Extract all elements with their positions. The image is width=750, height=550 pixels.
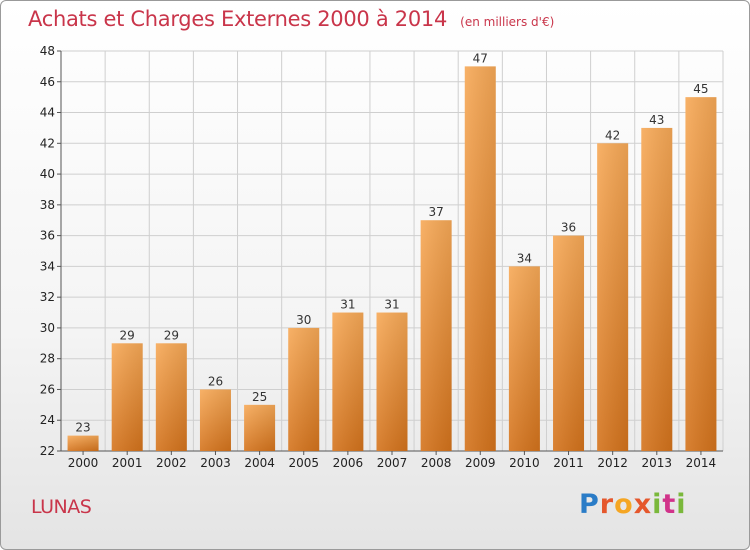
y-tick-label: 40 xyxy=(40,167,55,181)
y-tick-label: 30 xyxy=(40,321,55,335)
data-label: 42 xyxy=(605,128,620,142)
x-tick-label: 2004 xyxy=(244,456,275,470)
bar-2003[interactable] xyxy=(199,389,231,451)
bar-2009[interactable] xyxy=(464,66,496,451)
y-tick-label: 42 xyxy=(40,136,55,150)
logo-letter: i xyxy=(652,489,663,520)
data-label: 36 xyxy=(561,221,576,235)
data-label: 45 xyxy=(693,82,708,96)
bar-2011[interactable] xyxy=(553,235,585,451)
data-label: 43 xyxy=(649,113,664,127)
data-label: 30 xyxy=(296,313,311,327)
data-label: 23 xyxy=(75,421,90,435)
data-label: 47 xyxy=(473,51,488,65)
y-tick-label: 24 xyxy=(40,413,55,427)
x-tick-label: 2014 xyxy=(686,456,717,470)
bar-2001[interactable] xyxy=(111,343,143,451)
data-label: 31 xyxy=(340,298,355,312)
logo-letter: i xyxy=(676,489,687,520)
x-tick-label: 2002 xyxy=(156,456,187,470)
x-tick-label: 2003 xyxy=(200,456,231,470)
bar-2006[interactable] xyxy=(332,312,364,451)
x-tick-label: 2006 xyxy=(333,456,364,470)
bars xyxy=(67,66,717,452)
x-tick-label: 2011 xyxy=(553,456,584,470)
y-tick-label: 44 xyxy=(40,106,55,120)
y-tick-label: 48 xyxy=(40,44,55,58)
logo-letter: r xyxy=(599,489,615,520)
data-label: 25 xyxy=(252,390,267,404)
title-row: Achats et Charges Externes 2000 à 2014 (… xyxy=(28,7,554,31)
x-tick-label: 2010 xyxy=(509,456,540,470)
bar-2005[interactable] xyxy=(288,327,320,451)
logo-letter: x xyxy=(633,489,653,520)
data-label: 37 xyxy=(428,205,443,219)
y-tick-label: 26 xyxy=(40,382,55,396)
y-tick-label: 36 xyxy=(40,229,55,243)
bar-2008[interactable] xyxy=(420,220,452,451)
x-tick-label: 2008 xyxy=(421,456,452,470)
data-label: 26 xyxy=(208,374,223,388)
bar-2004[interactable] xyxy=(244,404,276,451)
x-tick-label: 2000 xyxy=(68,456,99,470)
data-label: 29 xyxy=(120,328,135,342)
y-tick-label: 46 xyxy=(40,75,55,89)
chart-subtitle: (en milliers d'€) xyxy=(460,15,555,29)
x-tick-label: 2001 xyxy=(112,456,143,470)
bar-2014[interactable] xyxy=(685,97,717,452)
chart-title: Achats et Charges Externes 2000 à 2014 xyxy=(28,7,448,31)
proxiti-logo[interactable]: Proxiti xyxy=(579,489,687,520)
x-tick-label: 2005 xyxy=(288,456,319,470)
x-tick-label: 2013 xyxy=(642,456,673,470)
data-labels: 23 29 29 26 25 30 31 31 37 47 34 36 42 43 45 xyxy=(75,51,708,434)
axes: 22 24 26 28 30 32 34 36 38 40 42 44 46 48 2000 2001 2002… xyxy=(40,44,723,470)
y-tick-label: 28 xyxy=(40,352,55,366)
bar-2013[interactable] xyxy=(641,127,673,451)
bar-2010[interactable] xyxy=(508,266,540,451)
data-label: 34 xyxy=(517,251,532,265)
logo-letter: o xyxy=(614,489,634,520)
bar-2002[interactable] xyxy=(155,343,187,451)
y-tick-label: 34 xyxy=(40,259,55,273)
x-tick-label: 2012 xyxy=(597,456,628,470)
y-tick-label: 22 xyxy=(40,444,55,458)
y-tick-label: 38 xyxy=(40,198,55,212)
x-tick-label: 2007 xyxy=(377,456,408,470)
place-name: LUNAS xyxy=(31,496,92,518)
logo-letter: P xyxy=(579,489,600,520)
y-tick-label: 32 xyxy=(40,290,55,304)
bar-2012[interactable] xyxy=(597,143,629,452)
logo-letter: t xyxy=(662,489,677,520)
data-label: 31 xyxy=(384,298,399,312)
bar-2007[interactable] xyxy=(376,312,408,451)
x-tick-label: 2009 xyxy=(465,456,496,470)
bar-2000[interactable] xyxy=(67,435,99,451)
data-label: 29 xyxy=(164,328,179,342)
